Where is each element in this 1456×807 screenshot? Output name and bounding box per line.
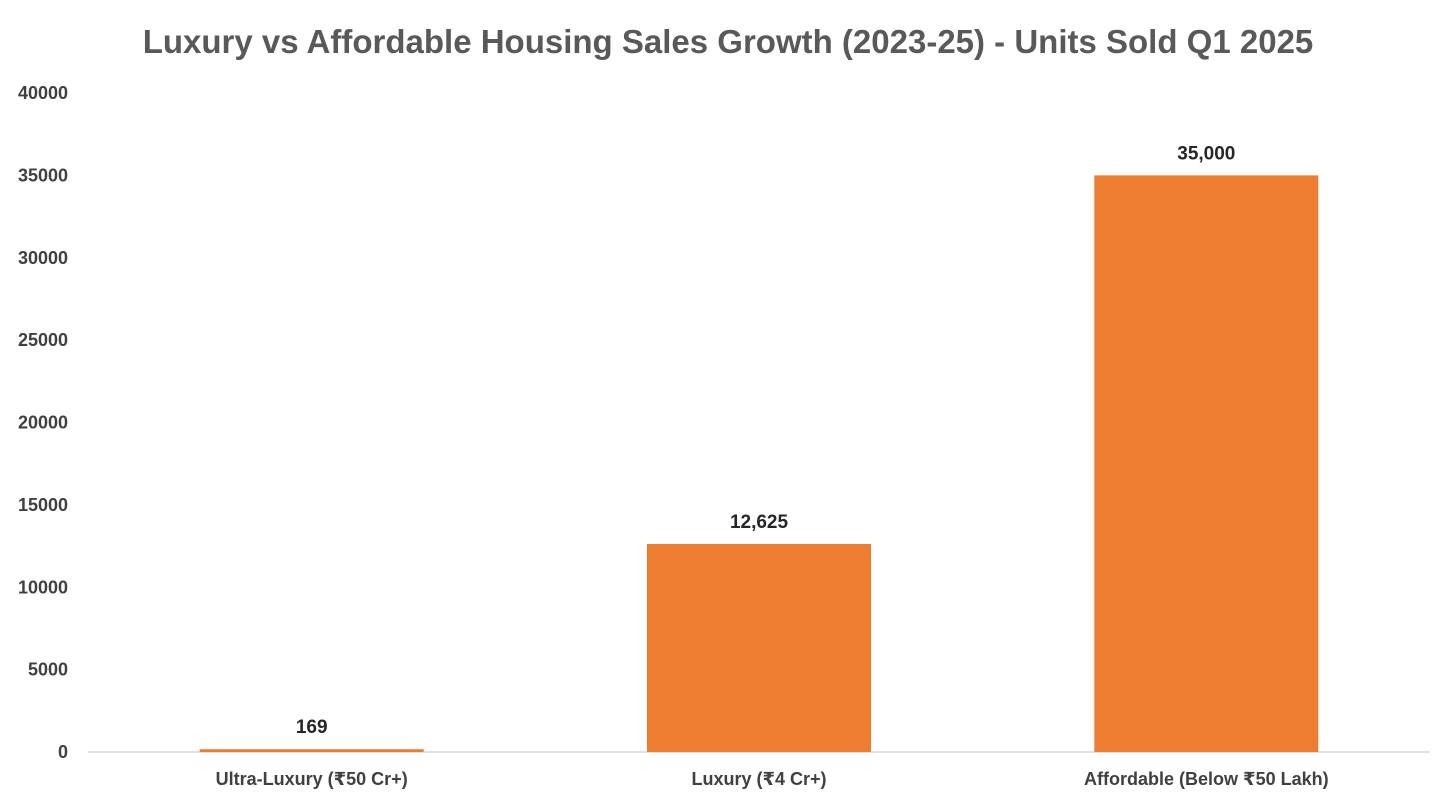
y-tick-label: 15000	[18, 495, 68, 515]
y-tick-label: 10000	[18, 577, 68, 597]
bar	[1094, 175, 1319, 752]
y-tick-label: 5000	[28, 660, 68, 680]
y-tick-label: 20000	[18, 413, 68, 433]
y-axis: 0 5000 10000 15000 20000 25000 30000 35000 40000	[18, 83, 68, 762]
x-tick-label: Luxury (₹4 Cr+)	[691, 769, 826, 789]
data-label: 35,000	[1177, 143, 1235, 164]
y-tick-label: 40000	[18, 83, 68, 103]
data-label: 169	[296, 717, 328, 738]
bar-series	[199, 175, 1319, 752]
bar	[647, 544, 871, 752]
y-tick-label: 25000	[18, 330, 68, 350]
y-tick-label: 35000	[18, 165, 68, 185]
y-tick-label: 30000	[18, 248, 68, 268]
x-axis: Ultra-Luxury (₹50 Cr+) Luxury (₹4 Cr+) Aff…	[216, 769, 1329, 789]
bar	[199, 749, 424, 752]
data-label: 12,625	[730, 512, 789, 533]
data-labels: 169 12,625 35,000	[296, 143, 1236, 738]
chart-title: Luxury vs Affordable Housing Sales Growt…	[143, 23, 1314, 60]
x-tick-label: Ultra-Luxury (₹50 Cr+)	[216, 769, 408, 789]
x-tick-label: Affordable (Below ₹50 Lakh)	[1084, 769, 1329, 789]
y-tick-label: 0	[58, 742, 68, 762]
